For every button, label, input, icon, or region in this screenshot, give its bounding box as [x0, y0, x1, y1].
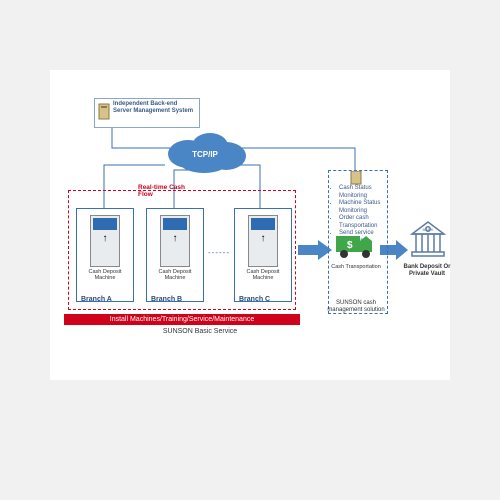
cash-truck-icon: $ — [334, 232, 378, 262]
branch-b-label: Branch B — [151, 296, 182, 303]
atm-a: ↑ — [90, 215, 120, 267]
cloud-label: TCP/IP — [192, 150, 218, 159]
basic-service-label: SUNSON Basic Service — [140, 328, 260, 335]
mgmt-caption: SUNSON cash management solution — [322, 300, 390, 314]
diagram-canvas: Independent Back-end Server Management S… — [50, 70, 450, 380]
atm-b-label: Cash Deposit Machine — [158, 269, 192, 281]
tcpip-cloud: TCP/IP — [160, 128, 250, 174]
bank-label: Bank Deposit Or Private Vault — [402, 264, 452, 278]
atm-a-label: Cash Deposit Machine — [88, 269, 122, 281]
atm-c: ↑ — [248, 215, 278, 267]
truck-label: Cash Transportation — [330, 264, 382, 270]
branch-c-box: ↑ Cash Deposit Machine Branch C — [234, 208, 292, 302]
branch-b-box: ↑ Cash Deposit Machine Branch B — [146, 208, 204, 302]
server-label: Independent Back-end Server Management S… — [113, 101, 193, 114]
branch-ellipsis: ------ — [208, 248, 230, 257]
mgmt-item-1: Machine Status Monitoring — [339, 200, 385, 215]
svg-text:$: $ — [347, 240, 353, 251]
bank-icon: BANK — [408, 220, 448, 262]
branch-a-box: ↑ Cash Deposit Machine Branch A — [76, 208, 134, 302]
server-icon — [349, 171, 363, 185]
install-bar: Install Machines/Training/Service/Mainte… — [64, 314, 300, 325]
backend-server-box: Independent Back-end Server Management S… — [94, 98, 200, 128]
svg-text:BANK: BANK — [423, 227, 434, 232]
atm-b: ↑ — [160, 215, 190, 267]
mgmt-item-0: Cash Status Monitoring — [339, 185, 385, 200]
atm-c-label: Cash Deposit Machine — [246, 269, 280, 281]
mgmt-item-2: Order cash Transportation — [339, 215, 385, 230]
server-icon — [97, 103, 111, 121]
branch-a-label: Branch A — [81, 296, 112, 303]
branch-c-label: Branch C — [239, 296, 270, 303]
realtime-flow-label: Real-time Cash Flow — [138, 184, 198, 198]
